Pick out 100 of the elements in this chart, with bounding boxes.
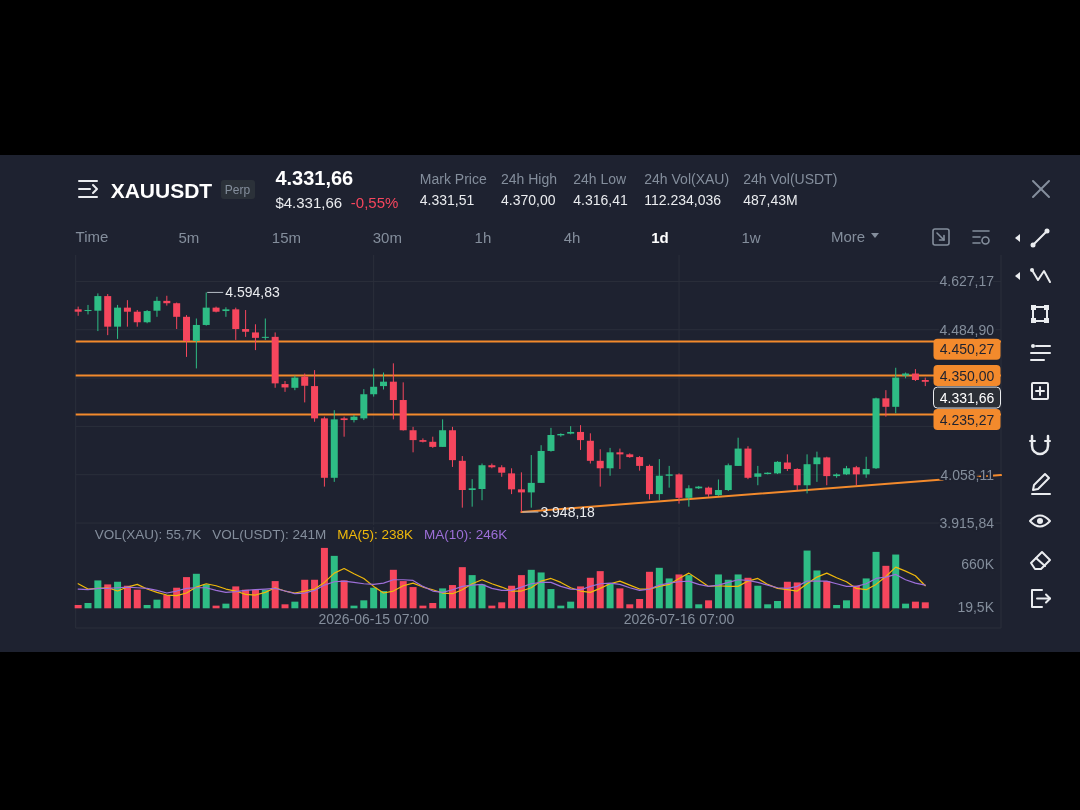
bar [340, 580, 348, 609]
bar [754, 585, 762, 609]
candlestick [202, 291, 210, 327]
bar [744, 577, 752, 609]
ref-line-label: 4.350,00 [939, 367, 995, 384]
candlestick [192, 318, 200, 369]
bar [695, 604, 703, 609]
y-tick-label: 19,5K [957, 599, 995, 616]
text: XAUUSDT [110, 178, 213, 201]
candlestick [251, 323, 259, 351]
y-tick-label: 660K [961, 556, 995, 573]
candlestick [301, 373, 309, 403]
x-tick-label: 2026-07-16 07:00 [623, 610, 735, 627]
bar [813, 570, 821, 609]
bar [774, 601, 782, 609]
candlestick [517, 471, 525, 513]
bar [380, 591, 388, 609]
bar [685, 575, 693, 609]
bar [724, 579, 732, 609]
text: 1d [651, 228, 669, 246]
bar [183, 577, 191, 609]
candlestick [793, 467, 801, 491]
bar [143, 604, 151, 609]
candlestick [596, 448, 604, 488]
line-series [77, 573, 926, 595]
candlestick [173, 302, 181, 330]
annotation: VOL(XAU): 55,7K [94, 526, 202, 541]
bar [291, 601, 299, 609]
bar [882, 565, 890, 609]
annotation: 4.594,83 [225, 284, 280, 301]
bar [153, 599, 161, 609]
y-tick-label: 4.627,17 [939, 273, 995, 290]
bar [389, 569, 397, 609]
candlestick [655, 458, 663, 501]
text: 487,43M [743, 191, 798, 208]
bar [370, 587, 378, 609]
candlestick [616, 448, 624, 470]
bar [921, 602, 929, 609]
bar [626, 604, 634, 609]
candlestick [586, 432, 594, 465]
candlestick [153, 296, 161, 318]
bar [429, 602, 437, 609]
annotation: 4.331,66 [939, 389, 995, 406]
text: MA(10): 246K [424, 526, 508, 541]
bar [862, 578, 870, 609]
bar [498, 602, 506, 609]
candlestick [468, 478, 476, 508]
bar [567, 601, 575, 609]
bar [468, 575, 476, 609]
candlestick [852, 465, 860, 486]
candlestick [527, 454, 535, 509]
candlestick [389, 362, 397, 420]
candlestick [419, 437, 427, 443]
candlestick [862, 456, 870, 479]
bar [94, 580, 102, 609]
bar [409, 587, 417, 609]
candlestick [823, 456, 831, 486]
bar [616, 588, 624, 609]
text: 4.316,41 [573, 191, 629, 208]
text: 24h Low [573, 170, 628, 187]
candlestick [675, 472, 683, 505]
bar [478, 584, 486, 609]
bar [163, 595, 171, 609]
bar [803, 550, 811, 609]
candlestick [734, 437, 742, 467]
candlestick [114, 304, 122, 340]
text: Mark Price [419, 170, 487, 187]
candlestick [261, 318, 269, 341]
bar [517, 575, 525, 609]
bar [764, 604, 772, 609]
candlestick [685, 484, 693, 508]
text: 24h Vol(USDT) [743, 170, 838, 187]
text: 1w [741, 228, 761, 246]
candlestick [340, 416, 348, 438]
bar [645, 571, 653, 609]
text: Time [75, 227, 109, 245]
bar [823, 581, 831, 609]
line-series [77, 566, 926, 597]
text: 24h Vol(XAU) [644, 170, 730, 187]
bar [596, 571, 604, 609]
bar [606, 583, 614, 609]
text: 112.234,036 [644, 191, 722, 208]
candlestick [123, 299, 131, 328]
bar [714, 574, 722, 609]
bar [852, 585, 860, 609]
y-tick-label: 4.484,90 [939, 321, 995, 338]
text: 5m [178, 228, 200, 246]
y-tick-label: 3.915,84 [939, 515, 995, 532]
bar [655, 567, 663, 609]
bar [675, 574, 683, 609]
candlestick [370, 367, 378, 398]
bar [527, 569, 535, 609]
bar [734, 574, 742, 609]
bar [911, 601, 919, 609]
candlestick [222, 306, 230, 318]
candlestick [84, 304, 92, 315]
annotation: 3.948,18 [540, 504, 596, 521]
candlestick [94, 292, 102, 332]
bar [232, 586, 240, 609]
bar [360, 600, 368, 609]
